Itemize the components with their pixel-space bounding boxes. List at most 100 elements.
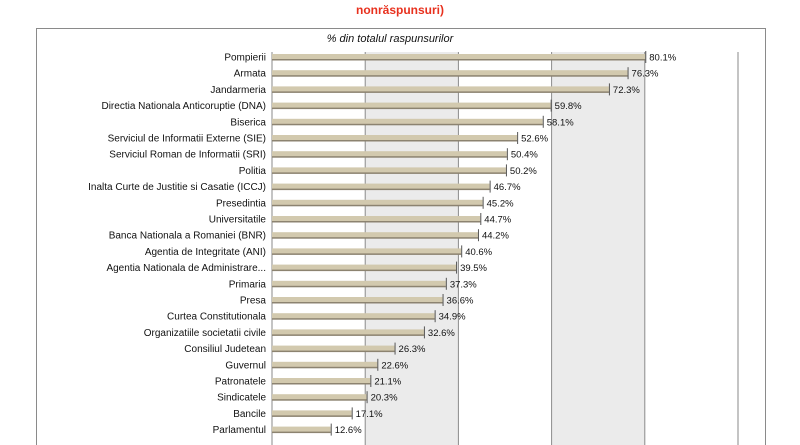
category-label: Banca Nationala a Romaniei (BNR): [109, 231, 266, 242]
bar: [272, 280, 446, 287]
value-label: 22.6%: [381, 360, 408, 371]
value-label: 50.2%: [510, 166, 537, 177]
bar-shadow: [272, 59, 646, 61]
value-label: 40.6%: [465, 247, 492, 258]
category-label: Agentia Nationala de Administrare...: [106, 263, 266, 274]
value-label: 52.6%: [521, 134, 548, 145]
value-label: 45.2%: [487, 198, 514, 209]
category-label: Serviciul Roman de Informatii (SRI): [109, 150, 266, 161]
bar-shadow: [272, 399, 367, 401]
value-label: 58.1%: [547, 117, 574, 128]
value-label: 46.7%: [494, 182, 521, 193]
bar: [272, 394, 367, 401]
category-label: Inalta Curte de Justitie si Casatie (ICC…: [88, 182, 266, 193]
bar-shadow: [272, 366, 378, 369]
bar-shadow: [272, 140, 518, 142]
value-label: 36.6%: [447, 296, 474, 307]
bar: [272, 329, 424, 336]
bar: [272, 102, 551, 109]
bar-shadow: [272, 302, 443, 304]
category-label: Primaria: [229, 279, 267, 290]
category-label: Biserica: [230, 117, 266, 128]
value-label: 37.3%: [450, 279, 477, 290]
category-label: Consiliul Judetean: [184, 344, 266, 355]
category-label: Sindicatele: [217, 393, 266, 404]
bar: [272, 70, 628, 77]
category-label: Guvernul: [225, 360, 266, 371]
bar-shadow: [272, 188, 490, 191]
bar-shadow: [272, 334, 424, 336]
bar: [272, 426, 331, 433]
value-labels: 80.1% 76.3% 72.3% 59.8% 58.1% 52.6% 50.4% 50.2%…: [335, 53, 677, 437]
value-label: 44.2%: [482, 231, 509, 242]
bar-shadow: [272, 123, 543, 126]
bar: [272, 135, 518, 141]
category-label: Parlamentul: [213, 425, 266, 436]
bar: [272, 297, 443, 303]
bar: [272, 183, 490, 190]
category-label: Bancile: [233, 409, 266, 420]
value-label: 34.9%: [439, 312, 466, 323]
bar-shadow: [272, 415, 352, 417]
value-label: 17.1%: [356, 409, 383, 420]
bar-shadow: [272, 253, 462, 255]
value-label: 76.3%: [632, 69, 659, 80]
bar: [272, 199, 483, 206]
bar-shadow: [272, 237, 478, 239]
bar: [272, 264, 457, 271]
bar-shadow: [272, 285, 446, 288]
value-label: 50.4%: [511, 150, 538, 161]
chart-title-red: nonrăspunsuri): [355, 3, 444, 17]
bar-shadow: [272, 350, 395, 353]
bar-shadow: [272, 383, 371, 385]
bar: [272, 378, 371, 384]
plot-band: [458, 52, 552, 445]
value-label: 80.1%: [649, 53, 676, 64]
bar: [272, 167, 506, 174]
bar: [272, 313, 435, 320]
value-label: 20.3%: [371, 393, 398, 404]
category-label: Universitatile: [209, 215, 267, 226]
bar-shadow: [272, 431, 331, 434]
bar-shadow: [272, 269, 457, 272]
bar: [272, 151, 507, 158]
value-label: 26.3%: [399, 344, 426, 355]
bar: [272, 54, 646, 60]
bar-shadow: [272, 91, 609, 93]
category-label: Pompierii: [224, 53, 266, 64]
bar-shadow: [272, 107, 551, 110]
bar-shadow: [272, 75, 628, 77]
value-label: 44.7%: [484, 215, 511, 226]
category-label: Agentia de Integritate (ANI): [145, 247, 266, 258]
category-label: Presedintia: [216, 198, 266, 209]
bar: [272, 361, 378, 368]
value-label: 59.8%: [555, 101, 582, 112]
category-label: Patronatele: [215, 377, 267, 388]
bar-shadow: [272, 204, 483, 207]
category-label: Politia: [239, 166, 267, 177]
bars: [272, 51, 647, 436]
category-label: Directia Nationala Anticoruptie (DNA): [101, 101, 266, 112]
bar: [272, 410, 352, 417]
plot-band: [644, 52, 738, 445]
value-label: 72.3%: [613, 85, 640, 96]
value-label: 21.1%: [374, 377, 401, 388]
bar: [272, 118, 543, 125]
plot-band: [551, 52, 645, 445]
bar: [272, 86, 609, 93]
category-label: Organizatiile societatii civile: [144, 328, 267, 339]
bar-shadow: [272, 172, 506, 174]
bar-shadow: [272, 318, 435, 320]
value-label: 12.6%: [335, 425, 362, 436]
category-label: Presa: [240, 296, 267, 307]
bar-shadow: [272, 156, 507, 158]
bar: [272, 248, 462, 255]
value-label: 32.6%: [428, 328, 455, 339]
category-labels: Pompierii Armata Jandarmeria Directia Natio…: [88, 53, 266, 437]
category-label: Serviciul de Informatii Externe (SIE): [108, 134, 266, 145]
chart-subtitle: % din totalul raspunsurilor: [327, 33, 455, 45]
category-label: Jandarmeria: [210, 85, 266, 96]
bar: [272, 345, 395, 352]
category-label: Curtea Constitutionala: [167, 312, 266, 323]
